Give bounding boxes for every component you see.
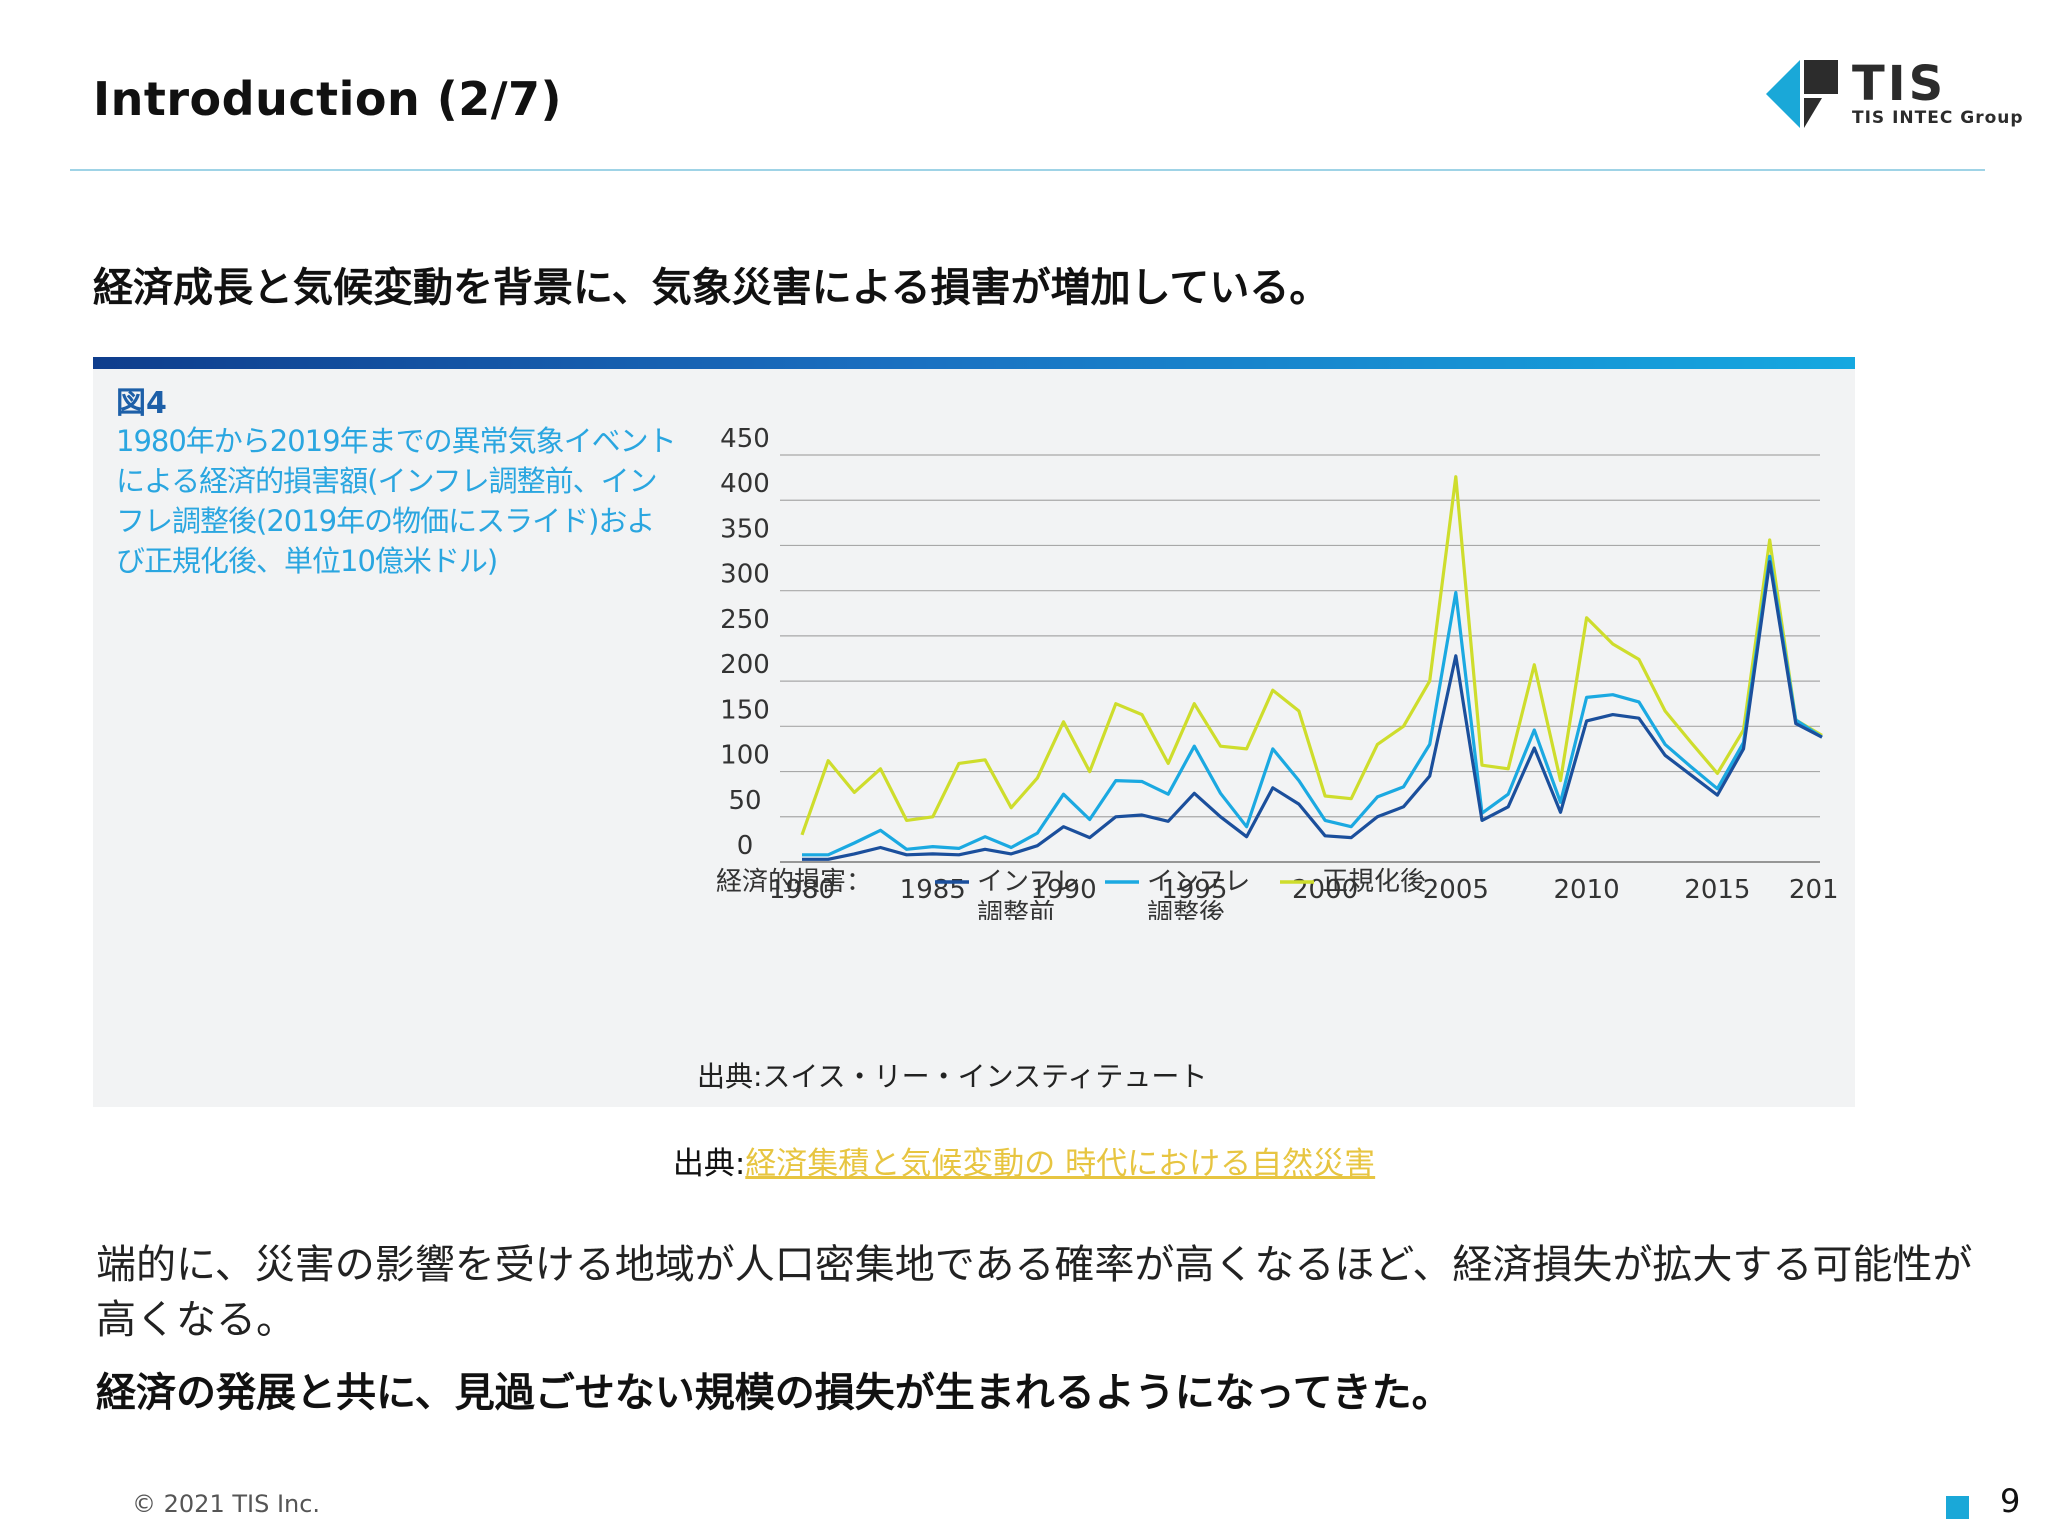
legend-label: 調整前 <box>977 899 1055 920</box>
y-tick-label: 450 <box>720 424 770 454</box>
series-line <box>802 554 1823 857</box>
figure-source: 出典:スイス・リー・インスティテュート <box>697 1060 1208 1093</box>
footer-copyright: © 2021 TIS Inc. <box>132 1490 321 1518</box>
x-tick-label: 1985 <box>900 875 966 905</box>
figure-description-line: び正規化後、単位10億米ドル) <box>116 544 498 578</box>
x-tick-label: 2015 <box>1684 875 1750 905</box>
tis-logo-icon <box>1766 58 1840 134</box>
y-tick-label: 400 <box>720 469 770 499</box>
series-line <box>802 560 1823 861</box>
y-tick-label: 350 <box>720 514 770 544</box>
logo-name: TIS <box>1852 56 1947 112</box>
legend-label: インフレ <box>977 867 1080 897</box>
x-tick-label: 1980 <box>769 875 835 905</box>
figure-top-bar <box>93 357 1855 369</box>
y-tick-label: 0 <box>737 831 754 861</box>
body-text: 端的に、災害の影響を受ける地域が人口密集地である確率が高くなるほど、経済損失が拡… <box>96 1242 1973 1343</box>
legend-label: 正規化後 <box>1322 867 1426 897</box>
header-divider <box>70 169 1985 171</box>
x-tick-label: 2019 <box>1789 875 1840 905</box>
x-tick-label: 2000 <box>1292 875 1358 905</box>
x-tick-label: 1995 <box>1161 875 1227 905</box>
legend-label: 調整後 <box>1147 899 1225 920</box>
figure-panel <box>93 357 1855 1107</box>
page-number: 9 <box>2000 1482 2021 1520</box>
footer-square-icon <box>1946 1496 1969 1519</box>
damage-line-chart: 0 50 100 150 200 250 300 350 400 450 1980 1985 1990… <box>716 424 1840 920</box>
source-citation: 出典:経済集積と気候変動の 時代における自然災害 <box>0 1138 2048 1183</box>
figure-description-line: フレ調整後(2019年の物価にスライド)およ <box>116 504 655 538</box>
x-tick-label: 1990 <box>1030 875 1096 905</box>
figure-description-line: 1980年から2019年までの異常気象イベント <box>116 424 677 458</box>
y-tick-label: 150 <box>720 695 770 725</box>
x-tick-label: 2005 <box>1423 875 1489 905</box>
headline: 経済成長と気候変動を背景に、気象災害による損害が増加している。 <box>93 265 1330 311</box>
y-tick-label: 250 <box>720 605 770 635</box>
source-link[interactable]: 経済集積と気候変動の 時代における自然災害 <box>745 1146 1376 1182</box>
body-emphasis: 経済の発展と共に、見過ごせない規模の損失が生まれるようになってきた。 <box>96 1370 1452 1416</box>
source-label: 出典: <box>672 1146 746 1182</box>
legend-label: インフレ <box>1147 867 1250 897</box>
figure-label: 図4 <box>116 386 167 421</box>
y-tick-label: 200 <box>720 650 770 680</box>
slide-title: Introduction (2/7) <box>93 72 563 126</box>
y-tick-label: 50 <box>728 786 761 816</box>
y-tick-label: 300 <box>720 560 770 590</box>
y-tick-label: 100 <box>720 741 770 771</box>
logo-subtitle: TIS INTEC Group <box>1852 108 2024 128</box>
legend-prefix: 経済的損害： <box>716 867 872 897</box>
series-line <box>800 475 1823 836</box>
figure-description-line: による経済的損害額(インフレ調整前、イン <box>116 464 658 498</box>
x-tick-label: 2010 <box>1554 875 1620 905</box>
